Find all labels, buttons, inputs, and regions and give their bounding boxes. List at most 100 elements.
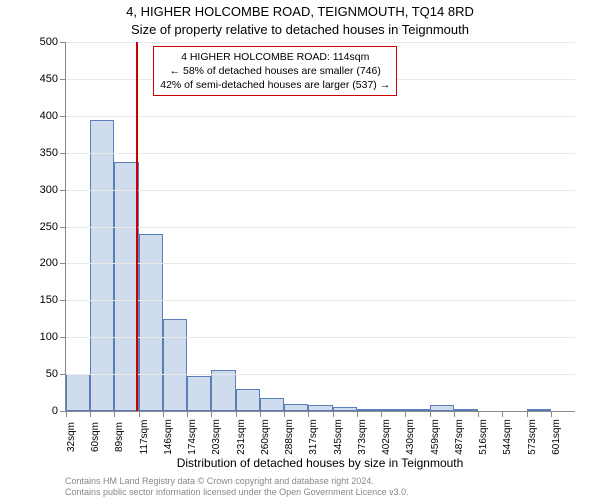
histogram-bar [139,234,163,411]
grid-line [66,227,575,228]
x-tick-label: 601sqm [551,419,562,455]
x-tick-label: 32sqm [66,422,77,452]
x-tick-label: 430sqm [405,419,416,455]
x-tick-label: 117sqm [139,420,150,455]
x-tick-label: 487sqm [454,419,465,455]
x-tick [381,411,382,417]
y-tick-label: 100 [40,331,58,343]
x-tick-label: 317sqm [308,419,319,455]
x-tick-label: 573sqm [527,419,538,455]
histogram-bar [357,409,381,411]
x-tick [211,411,212,417]
y-tick [60,42,66,43]
histogram-bar [90,120,114,412]
grid-line [66,190,575,191]
x-tick-label: 288sqm [284,419,295,455]
y-tick [60,190,66,191]
x-tick [114,411,115,417]
x-tick-label: 146sqm [163,419,174,455]
grid-line [66,42,575,43]
annotation-line-2: ← 58% of detached houses are smaller (74… [160,64,390,78]
histogram-bar [260,398,284,411]
x-tick [478,411,479,417]
histogram-bar [211,370,235,411]
y-tick-label: 500 [40,36,58,48]
annotation-line-3: 42% of semi-detached houses are larger (… [160,78,390,92]
reference-line [136,42,138,411]
histogram-bar [284,404,308,411]
y-tick-label: 350 [40,147,58,159]
x-tick-label: 231sqm [236,419,247,455]
x-tick [260,411,261,417]
y-tick [60,116,66,117]
x-tick [90,411,91,417]
x-tick-label: 373sqm [357,419,368,455]
y-tick [60,79,66,80]
footer-line-1: Contains HM Land Registry data © Crown c… [65,476,374,486]
x-tick [187,411,188,417]
histogram-bar [454,409,478,411]
x-tick-label: 60sqm [90,422,101,452]
y-tick-label: 250 [40,221,58,233]
histogram-bar [405,409,429,411]
y-tick-label: 300 [40,184,58,196]
x-tick-label: 459sqm [430,419,441,455]
x-tick-label: 89sqm [114,422,125,452]
x-tick [430,411,431,417]
x-tick [66,411,67,417]
x-axis-title: Distribution of detached houses by size … [65,456,575,470]
grid-line [66,153,575,154]
histogram-bar [66,374,90,411]
y-tick [60,337,66,338]
footer-line-2: Contains public sector information licen… [65,487,409,497]
x-tick [502,411,503,417]
x-tick [163,411,164,417]
histogram-bar [187,376,211,411]
x-tick-label: 345sqm [333,419,344,455]
page-title: 4, HIGHER HOLCOMBE ROAD, TEIGNMOUTH, TQ1… [0,4,600,19]
x-tick [551,411,552,417]
histogram-bar [333,407,357,411]
histogram-bar [163,319,187,411]
grid-line [66,374,575,375]
x-tick-label: 544sqm [502,419,513,455]
x-tick [357,411,358,417]
x-tick-label: 516sqm [478,419,489,455]
histogram-bar [527,409,551,411]
y-tick [60,263,66,264]
y-tick-label: 450 [40,73,58,85]
grid-line [66,263,575,264]
y-tick [60,227,66,228]
y-tick-label: 400 [40,110,58,122]
x-tick [405,411,406,417]
histogram-bar [236,389,260,411]
x-tick [308,411,309,417]
histogram-bar [381,409,405,411]
x-tick-label: 203sqm [211,419,222,455]
x-tick-label: 174sqm [187,419,198,455]
grid-line [66,116,575,117]
chart-container: 4, HIGHER HOLCOMBE ROAD, TEIGNMOUTH, TQ1… [0,0,600,500]
histogram-bar [308,405,332,411]
x-tick [333,411,334,417]
plot-area: 05010015020025030035040045050032sqm60sqm… [65,42,575,412]
y-tick [60,374,66,375]
y-tick [60,153,66,154]
x-tick-label: 402sqm [381,419,392,455]
annotation-line-1: 4 HIGHER HOLCOMBE ROAD: 114sqm [160,50,390,64]
x-tick-label: 260sqm [260,419,271,455]
x-tick [236,411,237,417]
annotation-box: 4 HIGHER HOLCOMBE ROAD: 114sqm← 58% of d… [153,46,397,97]
y-tick-label: 150 [40,294,58,306]
x-tick [527,411,528,417]
x-tick [454,411,455,417]
x-tick [139,411,140,417]
grid-line [66,337,575,338]
page-subtitle: Size of property relative to detached ho… [0,22,600,37]
y-tick-label: 0 [52,405,58,417]
y-tick-label: 50 [46,368,58,380]
grid-line [66,300,575,301]
y-tick [60,300,66,301]
histogram-bar [430,405,454,411]
x-tick [284,411,285,417]
